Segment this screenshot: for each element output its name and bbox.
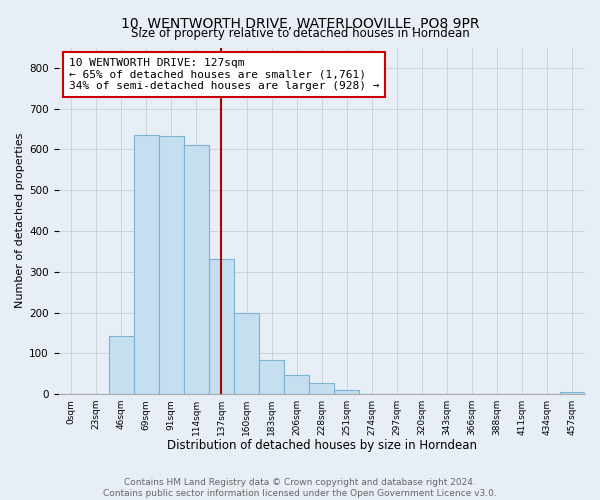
Bar	[560, 392, 585, 394]
Bar	[109, 336, 134, 394]
Bar	[159, 136, 184, 394]
Bar	[334, 390, 359, 394]
Bar	[234, 312, 259, 394]
Text: Size of property relative to detached houses in Horndean: Size of property relative to detached ho…	[131, 28, 469, 40]
Bar	[284, 376, 309, 394]
Bar	[259, 360, 284, 394]
Text: Contains HM Land Registry data © Crown copyright and database right 2024.
Contai: Contains HM Land Registry data © Crown c…	[103, 478, 497, 498]
Bar	[134, 135, 159, 394]
Bar	[309, 384, 334, 394]
Bar	[209, 258, 234, 394]
X-axis label: Distribution of detached houses by size in Horndean: Distribution of detached houses by size …	[167, 440, 477, 452]
Y-axis label: Number of detached properties: Number of detached properties	[15, 133, 25, 308]
Bar	[184, 146, 209, 394]
Text: 10, WENTWORTH DRIVE, WATERLOOVILLE, PO8 9PR: 10, WENTWORTH DRIVE, WATERLOOVILLE, PO8 …	[121, 18, 479, 32]
Text: 10 WENTWORTH DRIVE: 127sqm
← 65% of detached houses are smaller (1,761)
34% of s: 10 WENTWORTH DRIVE: 127sqm ← 65% of deta…	[69, 58, 380, 91]
